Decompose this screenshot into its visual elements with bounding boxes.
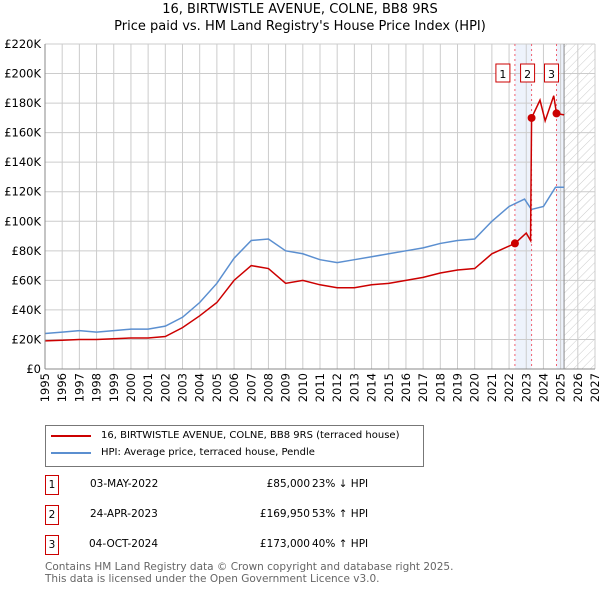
transaction-label: 2 bbox=[524, 68, 531, 81]
x-tick-label: 1999 bbox=[107, 373, 121, 402]
x-tick-label: 2020 bbox=[468, 373, 482, 402]
chart-plot: £0 £20K £40K £60K £80K £100K £120K £140K £160K £1… bbox=[4, 37, 600, 402]
x-tick-label: 2002 bbox=[158, 373, 172, 402]
transaction-label: 3 bbox=[548, 68, 555, 81]
x-tick-label: 2004 bbox=[193, 373, 207, 402]
x-tick-label: 2009 bbox=[279, 373, 293, 402]
transaction-date: 24-APR-2023 bbox=[90, 508, 158, 520]
transaction-date: 03-MAY-2022 bbox=[90, 478, 159, 490]
legend-label-hpi: HPI: Average price, terraced house, Pend… bbox=[101, 447, 315, 458]
x-tick-label: 1997 bbox=[72, 373, 86, 402]
y-tick-label: £200K bbox=[4, 67, 41, 81]
footer-line-1: Contains HM Land Registry data © Crown c… bbox=[45, 561, 454, 573]
x-tick-label: 2003 bbox=[176, 373, 190, 402]
hpi-line bbox=[44, 186, 565, 335]
x-tick-label: 2016 bbox=[399, 373, 413, 402]
y-tick-label: £80K bbox=[12, 244, 42, 258]
x-tick-label: 2012 bbox=[330, 373, 344, 402]
y-tick-label: £60K bbox=[12, 273, 42, 287]
legend: 16, BIRTWISTLE AVENUE, COLNE, BB8 9RS (t… bbox=[45, 425, 424, 467]
chart-title: 16, BIRTWISTLE AVENUE, COLNE, BB8 9RS bbox=[162, 2, 438, 17]
x-tick-label: 2017 bbox=[416, 373, 430, 402]
legend-red-line bbox=[51, 434, 91, 437]
transaction-row: 2 24-APR-2023 £169,950 53% ↑ HPI bbox=[45, 505, 445, 525]
transaction-row: 1 03-MAY-2022 £85,000 23% ↓ HPI bbox=[45, 475, 445, 495]
x-tick-label: 2015 bbox=[382, 373, 396, 402]
chart-subtitle: Price paid vs. HM Land Registry's House … bbox=[114, 19, 486, 34]
x-tick-label: 2027 bbox=[588, 373, 600, 402]
y-tick-label: £140K bbox=[4, 155, 41, 169]
legend-label-property: 16, BIRTWISTLE AVENUE, COLNE, BB8 9RS (t… bbox=[101, 430, 400, 441]
transaction-label: 1 bbox=[499, 68, 506, 81]
transaction-date: 04-OCT-2024 bbox=[89, 538, 158, 550]
transaction-label-box bbox=[495, 63, 511, 83]
sale-point bbox=[510, 239, 519, 248]
transaction-number: 2 bbox=[45, 505, 59, 525]
x-tick-label: 2021 bbox=[485, 373, 499, 402]
x-tick-label: 2005 bbox=[210, 373, 224, 402]
y-tick-label: £120K bbox=[4, 185, 41, 199]
transaction-label-box bbox=[520, 63, 536, 83]
transaction-label-box bbox=[544, 63, 559, 83]
footer-line-2: This data is licensed under the Open Gov… bbox=[45, 573, 380, 585]
x-tick-label: 2006 bbox=[227, 373, 241, 402]
transaction-hpi: 53% ↑ HPI bbox=[312, 508, 369, 520]
x-tick-label: 2022 bbox=[502, 373, 516, 402]
x-tick-label: 2008 bbox=[261, 373, 275, 402]
property-price-line bbox=[44, 95, 565, 342]
x-tick-label: 2024 bbox=[536, 373, 550, 402]
x-tick-label: 2026 bbox=[571, 373, 585, 402]
x-tick-label: 2013 bbox=[347, 373, 361, 402]
x-tick-label: 2001 bbox=[141, 373, 155, 402]
x-tick-label: 2011 bbox=[313, 373, 327, 402]
y-tick-label: £20K bbox=[12, 332, 42, 346]
forecast-hatch bbox=[564, 44, 595, 369]
sale-point bbox=[527, 113, 536, 122]
transaction-row: 3 04-OCT-2024 £173,000 40% ↑ HPI bbox=[45, 535, 445, 555]
x-tick-label: 2010 bbox=[296, 373, 310, 402]
y-tick-label: £100K bbox=[4, 214, 41, 228]
x-tick-label: 1995 bbox=[38, 373, 52, 402]
y-tick-label: £40K bbox=[12, 303, 42, 317]
x-tick-label: 2014 bbox=[365, 373, 379, 402]
transaction-hpi: 23% ↓ HPI bbox=[312, 478, 369, 490]
transaction-price: £169,950 bbox=[259, 508, 310, 520]
x-tick-label: 1996 bbox=[55, 373, 69, 402]
footer: Contains HM Land Registry data © Crown c… bbox=[45, 561, 453, 585]
shade-1-2 bbox=[514, 44, 532, 369]
x-tick-label: 2007 bbox=[244, 373, 258, 402]
x-tick-label: 2023 bbox=[519, 373, 533, 402]
y-tick-label: £160K bbox=[4, 126, 41, 140]
transaction-number: 3 bbox=[45, 535, 59, 555]
x-tick-label: 2019 bbox=[451, 373, 465, 402]
transaction-price: £173,000 bbox=[259, 538, 310, 550]
x-tick-label: 1998 bbox=[90, 373, 104, 402]
y-tick-label: £180K bbox=[4, 96, 41, 110]
y-tick-label: £220K bbox=[4, 37, 41, 51]
x-tick-label: 2025 bbox=[554, 373, 568, 402]
x-tick-label: 2000 bbox=[124, 373, 138, 402]
transaction-price: £85,000 bbox=[266, 478, 310, 490]
sale-point bbox=[552, 109, 561, 118]
x-tick-label: 2018 bbox=[433, 373, 447, 402]
transaction-number: 1 bbox=[45, 475, 59, 495]
legend-blue-line bbox=[51, 451, 91, 454]
y-tick-label: £0 bbox=[26, 362, 41, 376]
transaction-hpi: 40% ↑ HPI bbox=[312, 538, 369, 550]
